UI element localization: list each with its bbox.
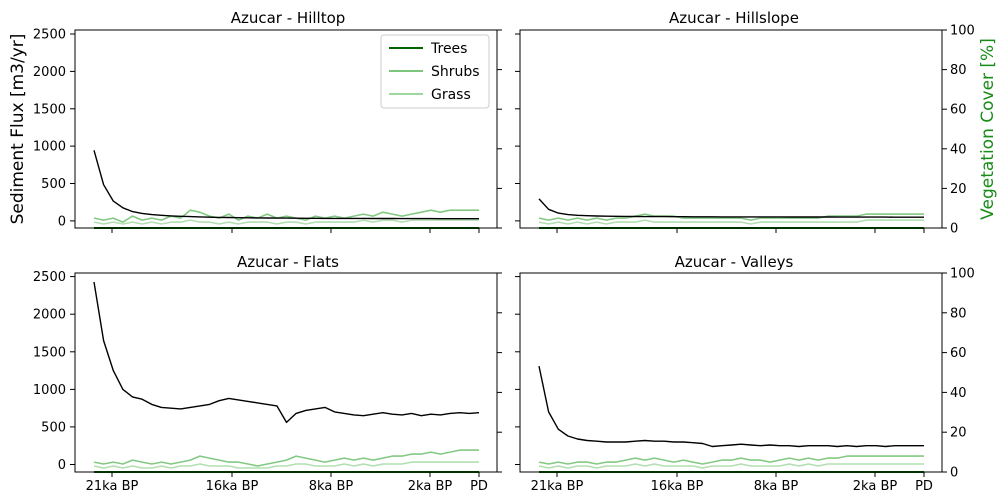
x-ticks-flats: 21ka BP 16ka BP 8ka BP 2ka BP PD [86,472,488,494]
panel-title-hillslope: Azucar - Hillslope [669,9,799,27]
ytick-label: 2000 [33,65,66,80]
ytick-label: 1000 [33,383,66,398]
series-group-flats [93,281,480,473]
y-ticks-right-hillslope: 0 20 40 60 80 100 [942,24,975,237]
series-group-hilltop [93,150,479,229]
xtick-label: PD [470,479,488,494]
shrubs-line-hillslope [538,213,924,221]
grass-line-valleys [538,463,924,469]
legend-label-trees: Trees [430,41,467,57]
xtick-label: 2ka BP [408,479,453,494]
y2tick-label: 0 [950,222,958,237]
x-ticks-hilltop [111,228,480,233]
xtick-label: 2ka BP [853,479,898,494]
xtick-label: 21ka BP [531,479,584,494]
y-ticks-left-valleys [515,276,520,465]
ytick-label: 0 [58,458,66,473]
plot-frame-flats [74,272,498,473]
ytick-label: 2500 [33,28,66,43]
y2tick-label: 20 [950,182,967,197]
plot-frame-hilltop [74,29,498,229]
panel-title-valleys: Azucar - Valleys [675,253,794,271]
y-ticks-right-hilltop [497,29,502,229]
shrubs-line-hilltop [93,209,479,223]
ytick-label: 1500 [33,102,66,117]
y-axis-label-right: Vegetation Cover [%] [978,38,998,220]
sediment-line-flats [93,281,480,424]
ytick-label: 2000 [33,308,66,323]
plot-frame-valleys [519,272,943,473]
ytick-label: 0 [58,214,66,229]
series-group-valleys [538,365,924,473]
y-ticks-left-flats: 0 500 1000 1500 2000 2500 [33,270,75,473]
y2tick-label: 60 [950,346,967,361]
y2tick-label: 100 [950,267,975,282]
ytick-label: 1500 [33,345,66,360]
xtick-label: 8ka BP [754,479,799,494]
panel-hillslope: Azucar - Hillslope 0 20 40 60 [515,9,975,237]
shrubs-line-valleys [538,455,924,465]
y2tick-label: 40 [950,142,967,157]
ytick-label: 2500 [33,270,66,285]
y2tick-label: 80 [950,306,967,321]
y-ticks-left-hillslope [515,33,520,222]
panel-hilltop: Azucar - Hilltop 0 500 1000 1500 2000 25… [33,9,502,233]
legend: Trees Shrubs Grass [380,34,490,109]
y-ticks-left-hilltop: 0 500 1000 1500 2000 2500 [33,28,75,229]
panel-title-flats: Azucar - Flats [237,253,339,271]
x-ticks-valleys: 21ka BP 16ka BP 8ka BP 2ka BP PD [531,472,933,494]
grass-line-hillslope [538,219,924,225]
panel-title-hilltop: Azucar - Hilltop [231,9,346,27]
y2tick-label: 40 [950,386,967,401]
xtick-label: 16ka BP [651,479,704,494]
panel-flats: Azucar - Flats 0 500 1000 1500 2000 2500… [33,253,502,494]
xtick-label: 16ka BP [206,479,259,494]
y2tick-label: 60 [950,103,967,118]
legend-frame [380,34,490,109]
ytick-label: 500 [41,420,66,435]
y-ticks-right-valleys: 0 20 40 60 80 100 [942,267,975,481]
shrubs-line-flats [93,449,479,467]
y2tick-label: 20 [950,426,967,441]
y-ticks-right-flats [497,272,502,473]
legend-label-shrubs: Shrubs [431,64,480,80]
ytick-label: 500 [41,177,66,192]
grass-line-flats [93,461,479,469]
sediment-line-hilltop [93,150,479,220]
legend-label-grass: Grass [431,87,471,103]
grass-line-hilltop [93,219,479,225]
xtick-label: PD [915,479,933,494]
panel-valleys: Azucar - Valleys 21ka BP 16ka BP 8ka BP … [515,253,975,494]
xtick-label: 8ka BP [309,479,354,494]
sediment-line-hillslope [538,198,924,218]
sediment-line-valleys [538,365,924,448]
y-axis-label-left: Sediment Flux [m3/yr] [8,34,28,225]
y2tick-label: 100 [950,24,975,39]
y2tick-label: 0 [950,466,958,481]
xtick-label: 21ka BP [86,479,139,494]
ytick-label: 1000 [33,140,66,155]
series-group-hillslope [538,198,924,229]
x-ticks-hillslope [556,228,925,233]
plot-frame-hillslope [519,29,943,229]
y2tick-label: 80 [950,63,967,78]
